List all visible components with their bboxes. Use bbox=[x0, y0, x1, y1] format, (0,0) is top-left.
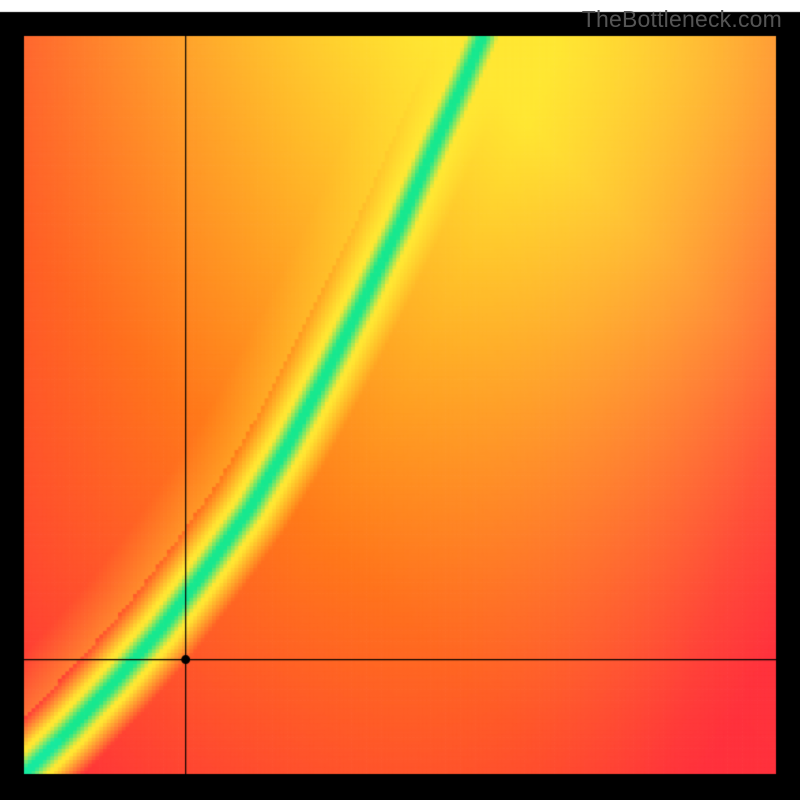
bottleneck-heatmap bbox=[0, 0, 800, 800]
watermark-text: TheBottleneck.com bbox=[582, 6, 782, 33]
chart-container: { "watermark": { "text": "TheBottleneck.… bbox=[0, 0, 800, 800]
